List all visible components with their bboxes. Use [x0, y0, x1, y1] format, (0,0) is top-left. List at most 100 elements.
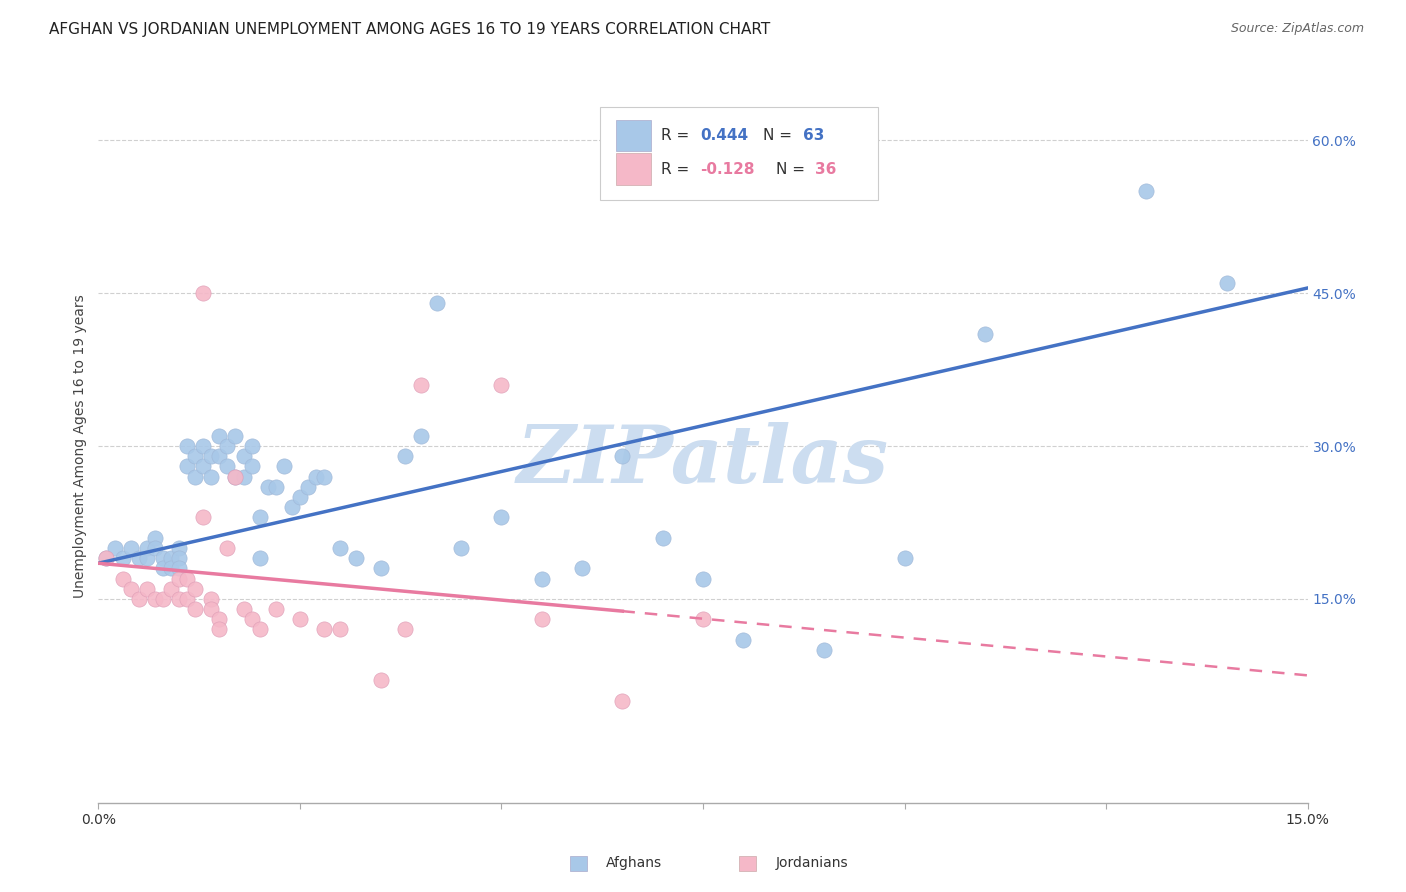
Point	[176, 591, 198, 606]
Point	[232, 449, 254, 463]
Point	[184, 602, 207, 616]
Point	[96, 551, 118, 566]
Point	[491, 510, 513, 524]
Point	[200, 469, 222, 483]
Point	[394, 449, 416, 463]
Point	[200, 591, 222, 606]
FancyBboxPatch shape	[616, 120, 651, 152]
Point	[111, 572, 134, 586]
Text: R =: R =	[661, 161, 693, 177]
Point	[224, 469, 246, 483]
Point	[120, 582, 142, 596]
Text: 0.444: 0.444	[700, 128, 749, 143]
Point	[329, 623, 352, 637]
Point	[329, 541, 352, 555]
Point	[120, 541, 142, 555]
Point	[426, 296, 449, 310]
Point	[135, 541, 157, 555]
Text: N =: N =	[763, 128, 797, 143]
Point	[167, 572, 190, 586]
Point	[264, 480, 287, 494]
Point	[240, 439, 263, 453]
Point	[184, 449, 207, 463]
Point	[217, 541, 239, 555]
Text: R =: R =	[661, 128, 693, 143]
Point	[651, 531, 673, 545]
Point	[208, 429, 231, 443]
Point	[297, 480, 319, 494]
Point	[184, 582, 207, 596]
Point	[249, 623, 271, 637]
Text: -0.128: -0.128	[700, 161, 755, 177]
Point	[143, 591, 166, 606]
Point	[273, 459, 295, 474]
Point	[224, 429, 246, 443]
Point	[193, 439, 215, 453]
Point	[612, 694, 634, 708]
Point	[152, 551, 174, 566]
Point	[974, 326, 997, 341]
Point	[692, 572, 714, 586]
Text: AFGHAN VS JORDANIAN UNEMPLOYMENT AMONG AGES 16 TO 19 YEARS CORRELATION CHART: AFGHAN VS JORDANIAN UNEMPLOYMENT AMONG A…	[49, 22, 770, 37]
Text: Source: ZipAtlas.com: Source: ZipAtlas.com	[1230, 22, 1364, 36]
Point	[256, 480, 278, 494]
Point	[491, 377, 513, 392]
Point	[193, 510, 215, 524]
Point	[409, 377, 432, 392]
Point	[200, 449, 222, 463]
Point	[813, 643, 835, 657]
Point	[394, 623, 416, 637]
Point	[167, 541, 190, 555]
Text: 63: 63	[803, 128, 825, 143]
Point	[152, 561, 174, 575]
Point	[111, 551, 134, 566]
Point	[249, 551, 271, 566]
Point	[152, 591, 174, 606]
Point	[143, 541, 166, 555]
FancyBboxPatch shape	[616, 153, 651, 185]
Point	[232, 469, 254, 483]
Point	[692, 612, 714, 626]
Point	[344, 551, 367, 566]
Point	[612, 449, 634, 463]
Point	[305, 469, 328, 483]
FancyBboxPatch shape	[600, 107, 879, 200]
Text: N =: N =	[776, 161, 810, 177]
Point	[167, 591, 190, 606]
Point	[160, 551, 183, 566]
Point	[232, 602, 254, 616]
Point	[450, 541, 472, 555]
Text: ZIPatlas: ZIPatlas	[517, 422, 889, 499]
Text: 36: 36	[815, 161, 837, 177]
Y-axis label: Unemployment Among Ages 16 to 19 years: Unemployment Among Ages 16 to 19 years	[73, 294, 87, 598]
Point	[200, 602, 222, 616]
Point	[208, 612, 231, 626]
Point	[128, 551, 150, 566]
Point	[176, 572, 198, 586]
Point	[184, 469, 207, 483]
Point	[167, 561, 190, 575]
Point	[176, 459, 198, 474]
Text: Jordanians: Jordanians	[776, 856, 848, 871]
Point	[370, 561, 392, 575]
Point	[530, 572, 553, 586]
Point	[314, 623, 336, 637]
Point	[1216, 276, 1239, 290]
Point	[530, 612, 553, 626]
Point	[208, 449, 231, 463]
Text: Afghans: Afghans	[606, 856, 662, 871]
Point	[135, 551, 157, 566]
Point	[288, 612, 311, 626]
Point	[893, 551, 915, 566]
Point	[217, 459, 239, 474]
Point	[103, 541, 125, 555]
Bar	[569, 855, 586, 871]
Point	[370, 673, 392, 688]
Bar	[740, 855, 756, 871]
Point	[96, 551, 118, 566]
Point	[217, 439, 239, 453]
Point	[409, 429, 432, 443]
Point	[193, 286, 215, 301]
Point	[160, 561, 183, 575]
Point	[160, 582, 183, 596]
